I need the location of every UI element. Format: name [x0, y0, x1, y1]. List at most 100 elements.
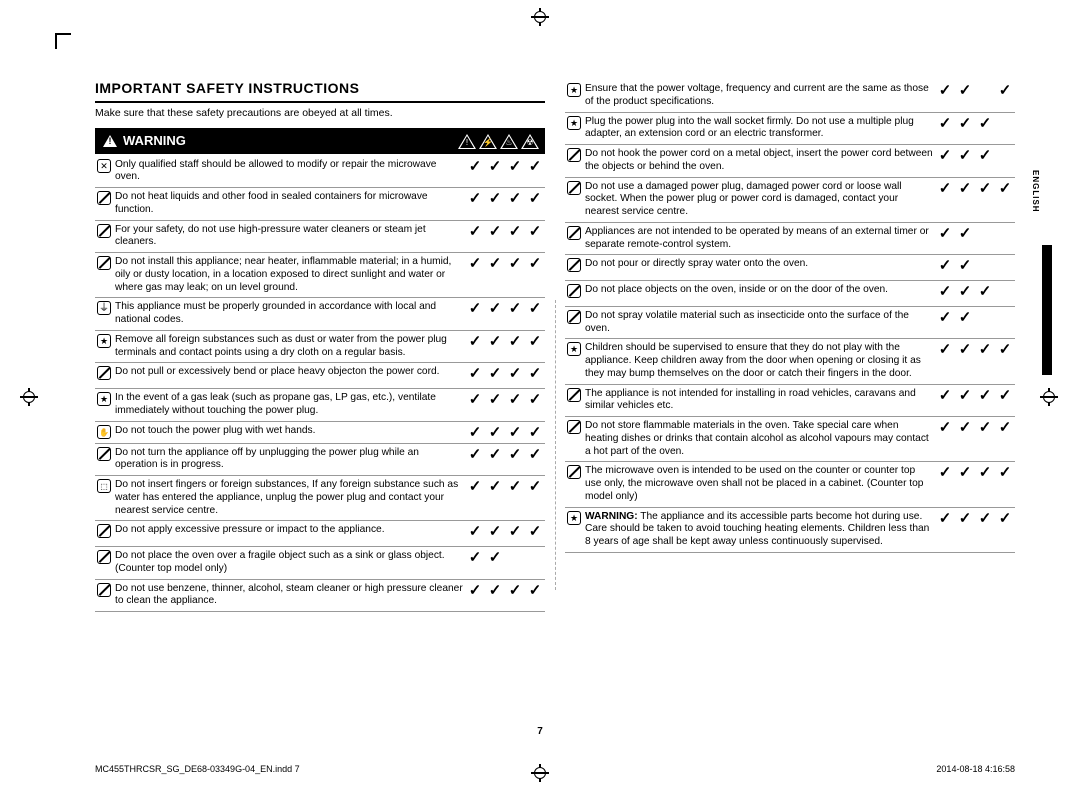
prohibit-icon — [567, 258, 581, 272]
instruction-icon-cell — [95, 363, 113, 389]
check-cell: ✓ — [525, 330, 545, 363]
check-cell: ✓ — [485, 156, 505, 188]
check-cell: ✓ — [525, 476, 545, 521]
instruction-row: Do not store flammable materials in the … — [565, 417, 1015, 462]
prohibit-icon — [97, 447, 111, 461]
instruction-icon-cell — [95, 389, 113, 422]
registration-mark-top — [531, 8, 549, 26]
instruction-icon-cell — [565, 339, 583, 384]
instruction-row: Children should be supervised to ensure … — [565, 339, 1015, 384]
check-cell: ✓ — [525, 298, 545, 331]
instruction-text: Do not hook the power cord on a metal ob… — [583, 145, 935, 178]
check-cell — [995, 112, 1015, 145]
check-cell: ✓ — [935, 177, 955, 222]
instruction-icon-cell — [565, 255, 583, 281]
check-cell: ✓ — [995, 384, 1015, 417]
instruction-text: WARNING: The appliance and its accessibl… — [583, 507, 935, 552]
check-cell: ✓ — [935, 281, 955, 307]
check-cell: ✓ — [955, 339, 975, 384]
check-cell: ✓ — [505, 188, 525, 221]
hazard-icon: ! — [458, 133, 476, 149]
instruction-text: Do not use a damaged power plug, damaged… — [583, 177, 935, 222]
instruction-text: Ensure that the power voltage, frequency… — [583, 80, 935, 112]
prohibit-icon — [567, 465, 581, 479]
check-cell: ✓ — [505, 443, 525, 476]
star-icon — [97, 334, 111, 348]
instructions-table-right: Ensure that the power voltage, frequency… — [565, 80, 1015, 553]
instruction-row: Remove all foreign substances such as du… — [95, 330, 545, 363]
check-cell: ✓ — [975, 112, 995, 145]
check-cell: ✓ — [935, 222, 955, 255]
check-cell: ✓ — [975, 177, 995, 222]
check-cell: ✓ — [465, 547, 485, 580]
section-heading: Important safety instructions — [95, 80, 545, 103]
prohibit-icon — [97, 224, 111, 238]
instruction-icon-cell — [95, 330, 113, 363]
check-cell: ✓ — [955, 507, 975, 552]
check-cell — [995, 222, 1015, 255]
instruction-row: Do not insert fingers or foreign substan… — [95, 476, 545, 521]
prohibit-icon — [97, 583, 111, 597]
star-icon — [567, 116, 581, 130]
language-tab: ENGLISH — [1031, 170, 1040, 213]
check-cell: ✓ — [955, 177, 975, 222]
footer-timestamp: 2014-08-18 4:16:58 — [936, 764, 1015, 774]
check-cell: ✓ — [505, 156, 525, 188]
check-cell — [505, 547, 525, 580]
instruction-icon-cell — [565, 80, 583, 112]
instruction-icon-cell — [565, 222, 583, 255]
prohibit-icon — [567, 388, 581, 402]
check-cell: ✓ — [935, 507, 955, 552]
check-cell: ✓ — [525, 363, 545, 389]
warning-triangle-icon — [103, 135, 117, 147]
instruction-text: Only qualified staff should be allowed t… — [113, 156, 465, 188]
check-cell: ✓ — [485, 188, 505, 221]
check-cell: ✓ — [465, 188, 485, 221]
instruction-row: Do not apply excessive pressure or impac… — [95, 521, 545, 547]
check-cell: ✓ — [485, 547, 505, 580]
check-cell: ✓ — [975, 507, 995, 552]
check-cell: ✓ — [975, 145, 995, 178]
instruction-row: Do not turn the appliance off by unplugg… — [95, 443, 545, 476]
check-cell — [995, 306, 1015, 339]
check-cell: ✓ — [955, 384, 975, 417]
check-cell: ✓ — [465, 579, 485, 612]
check-cell: ✓ — [525, 579, 545, 612]
instruction-text: Do not pull or excessively bend or place… — [113, 363, 465, 389]
instruction-icon-cell — [565, 417, 583, 462]
instruction-text: The microwave oven is intended to be use… — [583, 462, 935, 507]
check-cell: ✓ — [485, 330, 505, 363]
check-cell: ✓ — [995, 80, 1015, 112]
instruction-text: The appliance is not intended for instal… — [583, 384, 935, 417]
check-cell: ✓ — [525, 389, 545, 422]
plug-icon — [97, 479, 111, 493]
instruction-row: Do not place the oven over a fragile obj… — [95, 547, 545, 580]
check-cell: ✓ — [935, 80, 955, 112]
crop-mark — [55, 33, 71, 49]
prohibit-icon — [97, 524, 111, 538]
check-cell: ✓ — [995, 417, 1015, 462]
instructions-table-left: Only qualified staff should be allowed t… — [95, 156, 545, 613]
instruction-icon-cell — [565, 306, 583, 339]
instruction-text: Plug the power plug into the wall socket… — [583, 112, 935, 145]
instruction-row: Do not use a damaged power plug, damaged… — [565, 177, 1015, 222]
registration-mark-left — [20, 388, 38, 406]
check-cell: ✓ — [975, 339, 995, 384]
instruction-row: Do not pull or excessively bend or place… — [95, 363, 545, 389]
check-cell: ✓ — [465, 156, 485, 188]
instruction-icon-cell — [565, 177, 583, 222]
page-content: Important safety instructions Make sure … — [95, 80, 1015, 700]
instruction-icon-cell — [95, 521, 113, 547]
instruction-text: Do not touch the power plug with wet han… — [113, 421, 465, 443]
check-cell: ✓ — [525, 253, 545, 298]
check-cell: ✓ — [485, 443, 505, 476]
check-cell: ✓ — [465, 298, 485, 331]
check-cell: ✓ — [525, 156, 545, 188]
instruction-row: Do not pour or directly spray water onto… — [565, 255, 1015, 281]
prohibit-icon — [567, 181, 581, 195]
check-cell: ✓ — [465, 253, 485, 298]
check-cell: ✓ — [505, 220, 525, 253]
instruction-icon-cell — [565, 112, 583, 145]
warning-bar: WARNING ! ⚡ ♨ ☢ — [95, 128, 545, 154]
footer: MC455THRCSR_SG_DE68-03349G-04_EN.indd 7 … — [95, 764, 1015, 774]
